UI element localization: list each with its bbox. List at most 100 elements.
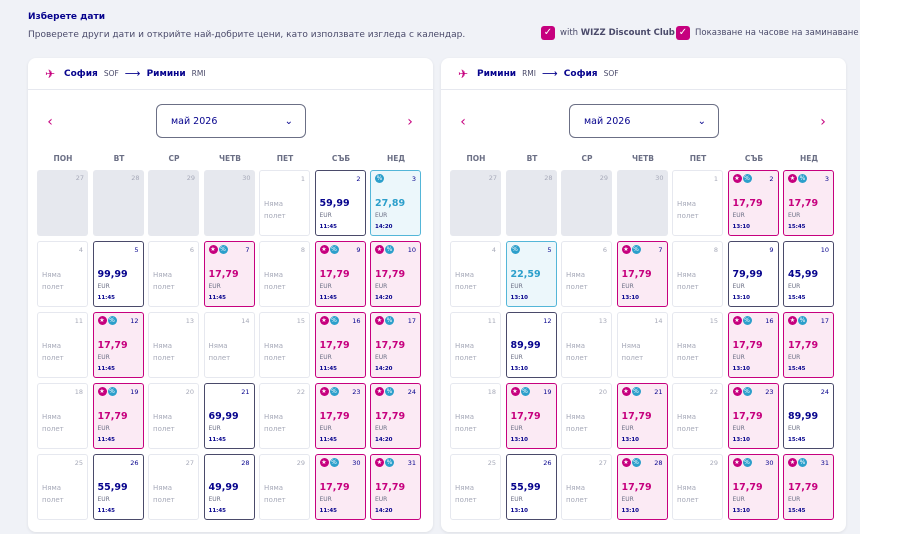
calendar-day-cell[interactable]: 2 ★% 17,79 EUR 13:10 [727, 170, 779, 236]
calendar-day-cell[interactable]: 31 ★% 17,79 EUR 14:20 [370, 454, 421, 520]
prev-month-button[interactable]: ‹ [460, 114, 466, 130]
fare-currency: EUR [208, 425, 221, 432]
star-icon: ★ [208, 245, 218, 254]
no-flight-text: Няма полет [455, 342, 477, 362]
calendar-day-cell[interactable]: 24 89,99 EUR 15:45 [783, 383, 834, 449]
calendar-day-cell[interactable]: 30 ★% 17,79 EUR 13:10 [727, 454, 779, 520]
calendar-day-cell: 29 Няма полет [259, 454, 310, 520]
calendar-day-cell: 4 Няма полет [450, 241, 501, 307]
fare-currency: EUR [319, 496, 332, 503]
fare-price: 59,99 [319, 198, 350, 209]
calendar-day-cell[interactable]: 30 ★% 17,79 EUR 11:45 [314, 454, 366, 520]
calendar-day-cell[interactable]: 5 99,99 EUR 11:45 [92, 241, 144, 307]
fare-currency: EUR [375, 283, 388, 290]
no-flight-text: Няма полет [677, 271, 699, 291]
day-number: 30 [655, 174, 664, 182]
calendar-day-cell[interactable]: 24 ★% 17,79 EUR 14:20 [370, 383, 421, 449]
fare-price: 17,79 [208, 269, 239, 280]
weekday-label: НЕД [799, 154, 819, 163]
calendar-day-cell[interactable]: 28 49,99 EUR 11:45 [203, 454, 255, 520]
calendar-day-cell[interactable]: 3 ★% 17,79 EUR 15:45 [783, 170, 834, 236]
calendar-day-cell[interactable]: 23 ★% 17,79 EUR 11:45 [314, 383, 366, 449]
calendar-day-cell[interactable]: 21 ★% 17,79 EUR 13:10 [616, 383, 668, 449]
percent-icon: % [385, 316, 394, 325]
departure-time: 11:45 [319, 295, 338, 301]
calendar-day-cell[interactable]: 31 ★% 17,79 EUR 15:45 [783, 454, 834, 520]
star-icon: ★ [319, 458, 329, 467]
calendar-day-cell[interactable]: 26 55,99 EUR 11:45 [92, 454, 144, 520]
fare-badges: ★% [788, 458, 807, 467]
calendar-day-cell[interactable]: 5% 22,59 EUR 13:10 [505, 241, 557, 307]
fare-price: 17,79 [788, 482, 819, 493]
checkbox-checked-icon[interactable]: ✓ [676, 26, 690, 40]
calendar-day-cell[interactable]: 3% 27,89 EUR 14:20 [370, 170, 421, 236]
weekday-label: ПЕТ [689, 154, 707, 163]
calendar-day-cell[interactable]: 7 ★% 17,79 EUR 13:10 [616, 241, 668, 307]
percent-icon: % [107, 316, 117, 325]
calendar-day-cell[interactable]: 12 ★% 17,79 EUR 11:45 [92, 312, 144, 378]
calendar-day-cell: 30 [616, 170, 668, 236]
departure-time: 11:45 [97, 366, 116, 372]
day-number: 29 [296, 459, 305, 467]
calendar-day-cell[interactable]: 19 ★% 17,79 EUR 13:10 [505, 383, 557, 449]
weekday-label: ПОН [466, 154, 486, 163]
calendar-day-cell: 25 Няма полет [37, 454, 88, 520]
no-flight-text: Няма полет [677, 342, 699, 362]
calendar-day-cell[interactable]: 9 ★% 17,79 EUR 11:45 [314, 241, 366, 307]
fare-price: 17,79 [732, 198, 763, 209]
calendar-day-cell[interactable]: 7 ★% 17,79 EUR 11:45 [203, 241, 255, 307]
calendar-day-cell[interactable]: 2 59,99 EUR 11:45 [314, 170, 366, 236]
calendar-day-cell[interactable]: 10 45,99 EUR 15:45 [783, 241, 834, 307]
calendar-day-cell[interactable]: 9 79,99 EUR 13:10 [727, 241, 779, 307]
next-month-button[interactable]: › [407, 114, 413, 130]
calendar-day-cell[interactable]: 12 89,99 EUR 13:10 [505, 312, 557, 378]
calendar-day-cell[interactable]: 16 ★% 17,79 EUR 13:10 [727, 312, 779, 378]
prev-month-button[interactable]: ‹ [47, 114, 53, 130]
day-number: 1 [300, 175, 305, 183]
calendar-day-cell[interactable]: 10 ★% 17,79 EUR 14:20 [370, 241, 421, 307]
destination-code: RMI [191, 69, 206, 78]
weekday-label: СР [168, 154, 180, 163]
day-number: 2 [356, 175, 361, 183]
calendar-day-cell[interactable]: 23 ★% 17,79 EUR 13:10 [727, 383, 779, 449]
departure-time: 13:10 [510, 437, 529, 443]
star-icon: ★ [375, 458, 384, 467]
day-number: 28 [544, 174, 553, 182]
departure-time: 13:10 [732, 366, 751, 372]
day-number: 30 [242, 174, 251, 182]
fare-badges: ★% [208, 245, 228, 254]
departure-time: 14:20 [375, 437, 393, 443]
calendar-day-cell: 14 Няма полет [616, 312, 668, 378]
departure-time: 14:20 [375, 508, 393, 514]
calendar-day-cell[interactable]: 21 69,99 EUR 11:45 [203, 383, 255, 449]
show-times-toggle[interactable]: ✓ Показване на часове на заминаване [676, 26, 859, 40]
fare-price: 17,79 [319, 482, 350, 493]
calendar-day-cell[interactable]: 16 ★% 17,79 EUR 11:45 [314, 312, 366, 378]
calendar-day-cell[interactable]: 17 ★% 17,79 EUR 14:20 [370, 312, 421, 378]
calendar-day-cell: 1 Няма полет [259, 170, 310, 236]
day-number: 13 [598, 317, 607, 325]
calendar-day-cell[interactable]: 26 55,99 EUR 13:10 [505, 454, 557, 520]
star-icon: ★ [732, 387, 742, 396]
next-month-button[interactable]: › [820, 114, 826, 130]
weekday-label: ПЕТ [276, 154, 294, 163]
month-select-value: май 2026 [584, 115, 631, 127]
month-select[interactable]: май 2026 ⌄ [569, 104, 719, 138]
day-number: 26 [543, 459, 552, 467]
day-number: 26 [130, 459, 139, 467]
fare-badges: ★% [621, 458, 641, 467]
calendar-day-cell[interactable]: 19 ★% 17,79 EUR 11:45 [92, 383, 144, 449]
percent-icon: % [375, 174, 384, 183]
calendar-day-cell[interactable]: 28 ★% 17,79 EUR 13:10 [616, 454, 668, 520]
calendar-day-cell[interactable]: 17 ★% 17,79 EUR 15:45 [783, 312, 834, 378]
day-number: 12 [130, 317, 139, 325]
destination-code: SOF [603, 69, 619, 78]
star-icon: ★ [375, 316, 384, 325]
checkbox-checked-icon[interactable]: ✓ [541, 26, 555, 40]
calendar-day-cell: 8 Няма полет [672, 241, 723, 307]
fare-badges: ★% [621, 245, 641, 254]
fare-badges: ★% [732, 174, 752, 183]
discount-club-toggle[interactable]: ✓ with WIZZ Discount Club [541, 26, 675, 40]
month-select[interactable]: май 2026 ⌄ [156, 104, 306, 138]
star-icon: ★ [319, 316, 329, 325]
